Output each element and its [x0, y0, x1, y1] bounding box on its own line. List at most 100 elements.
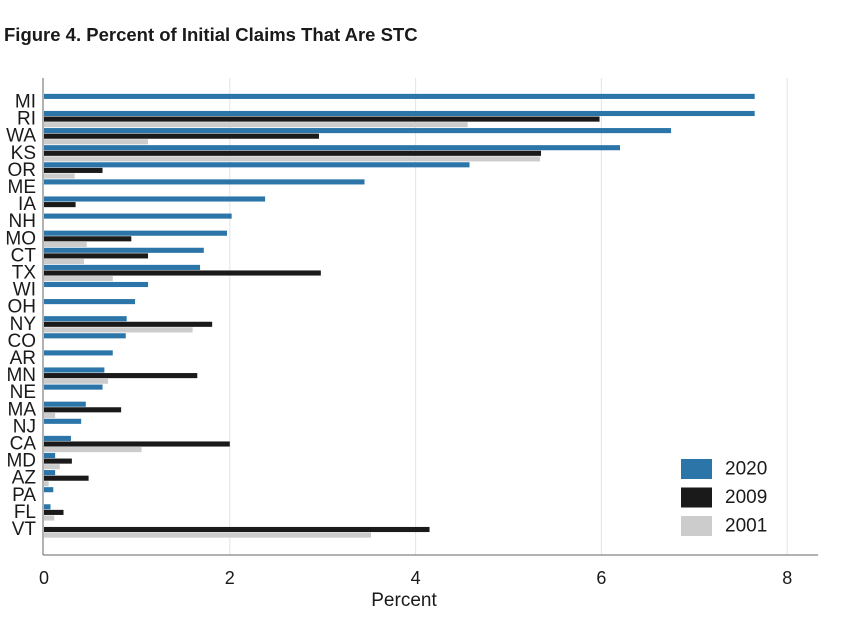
- category-label-mo: MO: [5, 228, 36, 249]
- bar-md-2001: [44, 464, 60, 470]
- bar-wa-2020: [44, 128, 672, 134]
- category-label-wa: WA: [6, 126, 36, 147]
- bar-ks-2020: [44, 145, 620, 151]
- category-label-ca: CA: [10, 434, 37, 455]
- category-label-ar: AR: [10, 348, 36, 369]
- x-tick-label-4: 4: [411, 568, 421, 588]
- bar-md-2009: [44, 458, 72, 464]
- bars: [44, 93, 755, 538]
- category-label-az: AZ: [12, 468, 37, 489]
- category-label-nj: NJ: [13, 416, 36, 437]
- bar-or-2001: [44, 173, 75, 179]
- bar-mo-2009: [44, 236, 132, 242]
- bar-ne-2020: [44, 384, 103, 390]
- bar-oh-2020: [44, 299, 136, 305]
- bar-ar-2020: [44, 350, 113, 356]
- category-labels: MIRIWAKSORMEIANHMOCTTXWIOHNYCOARMNNEMANJ…: [5, 92, 36, 541]
- bar-ny-2009: [44, 321, 213, 327]
- category-label-me: ME: [8, 177, 37, 198]
- bar-ct-2001: [44, 258, 84, 265]
- bar-wa-2009: [44, 133, 319, 139]
- legend: 2020 2009 2001: [681, 459, 767, 537]
- category-label-tx: TX: [12, 263, 37, 284]
- category-label-ia: IA: [18, 194, 36, 215]
- bar-ca-2020: [44, 435, 71, 441]
- x-axis-title: Percent: [371, 590, 437, 611]
- bar-nh-2020: [44, 213, 232, 219]
- category-label-ct: CT: [11, 245, 37, 266]
- category-label-md: MD: [6, 451, 36, 472]
- bar-ia-2009: [44, 202, 76, 208]
- bar-wa-2001: [44, 139, 149, 145]
- legend-swatch-2020: [681, 459, 712, 479]
- x-tick-label-8: 8: [782, 568, 792, 588]
- bar-ma-2001: [44, 412, 56, 418]
- legend-label-2020: 2020: [725, 459, 767, 480]
- bar-az-2001: [44, 481, 49, 487]
- bar-vt-2009: [44, 526, 430, 533]
- chart-title: Figure 4. Percent of Initial Claims That…: [4, 24, 418, 45]
- category-label-ri: RI: [17, 109, 36, 130]
- bar-az-2009: [44, 475, 89, 481]
- category-label-co: CO: [8, 331, 37, 352]
- bar-ma-2009: [44, 407, 122, 413]
- bar-mo-2020: [44, 230, 228, 236]
- category-label-vt: VT: [12, 519, 37, 540]
- category-label-nh: NH: [9, 211, 36, 232]
- bar-md-2020: [44, 452, 56, 459]
- bar-ks-2001: [44, 156, 541, 162]
- bar-ct-2009: [44, 253, 149, 259]
- legend-label-2001: 2001: [725, 516, 767, 537]
- bar-fl-2009: [44, 509, 64, 515]
- category-label-mn: MN: [6, 365, 36, 386]
- x-tick-label-2: 2: [225, 568, 235, 588]
- bar-ca-2009: [44, 441, 230, 447]
- x-tick-label-6: 6: [596, 568, 606, 588]
- category-label-ma: MA: [8, 399, 37, 420]
- x-tick-label-0: 0: [39, 568, 49, 588]
- bar-ca-2001: [44, 447, 142, 453]
- bar-ia-2020: [44, 196, 266, 202]
- bar-ri-2020: [44, 110, 755, 117]
- bar-co-2020: [44, 333, 126, 339]
- legend-label-2009: 2009: [725, 487, 767, 508]
- bar-ri-2009: [44, 116, 600, 122]
- bar-or-2009: [44, 167, 103, 173]
- legend-swatch-2009: [681, 487, 712, 508]
- category-label-ne: NE: [10, 382, 36, 403]
- bar-mn-2009: [44, 373, 198, 379]
- bar-ks-2009: [44, 150, 542, 156]
- bar-mn-2020: [44, 367, 105, 373]
- axes: [42, 78, 818, 556]
- bar-pa-2020: [44, 487, 54, 493]
- category-label-pa: PA: [12, 485, 36, 506]
- category-label-ks: KS: [11, 143, 36, 164]
- category-label-or: OR: [8, 160, 37, 181]
- bar-tx-2020: [44, 264, 201, 270]
- bar-fl-2020: [44, 504, 51, 510]
- bar-mn-2001: [44, 378, 109, 384]
- category-label-fl: FL: [14, 502, 36, 523]
- bar-ct-2020: [44, 247, 204, 253]
- category-label-ny: NY: [10, 314, 37, 335]
- bar-nj-2020: [44, 418, 82, 424]
- bar-ma-2020: [44, 401, 86, 407]
- category-label-oh: OH: [8, 297, 37, 318]
- category-label-mi: MI: [15, 92, 36, 113]
- bar-fl-2001: [44, 515, 55, 521]
- bar-wi-2020: [44, 281, 149, 288]
- bar-az-2020: [44, 470, 56, 476]
- bar-ri-2001: [44, 122, 468, 128]
- x-tick-labels: 0 2 4 6 8: [39, 568, 792, 588]
- bar-me-2020: [44, 179, 365, 185]
- bar-ny-2020: [44, 316, 127, 322]
- bar-vt-2001: [44, 532, 372, 538]
- bar-tx-2009: [44, 270, 321, 276]
- bar-tx-2001: [44, 276, 113, 282]
- bar-ny-2001: [44, 327, 193, 333]
- bar-or-2020: [44, 162, 470, 168]
- legend-swatch-2001: [681, 516, 712, 536]
- bar-mi-2020: [44, 93, 755, 99]
- bar-mo-2001: [44, 241, 87, 247]
